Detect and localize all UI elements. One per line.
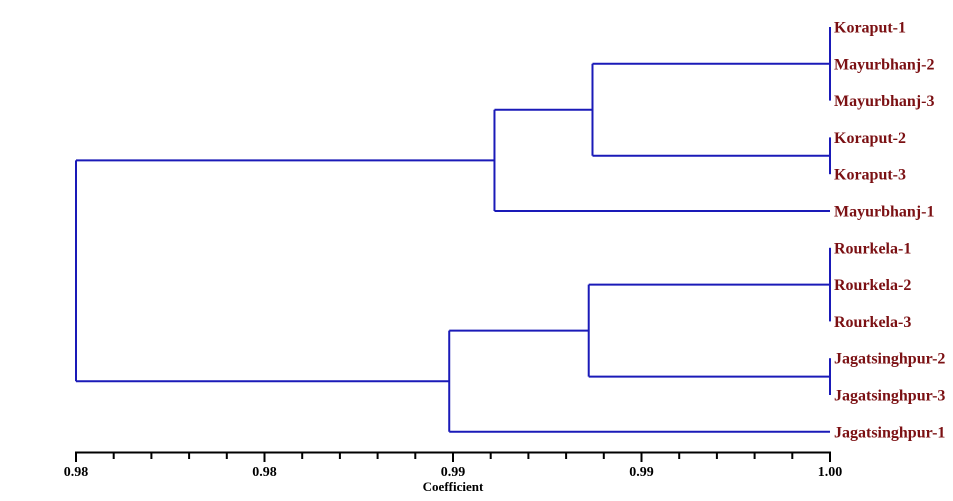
leaf-label-jagatsinghpur-2: Jagatsinghpur-2 [834, 351, 945, 368]
leaf-label-jagatsinghpur-1: Jagatsinghpur-1 [834, 424, 945, 441]
x-axis-tick-label: 0.99 [441, 465, 466, 480]
leaf-label-rourkela-1: Rourkela-1 [834, 240, 911, 257]
leaf-label-rourkela-3: Rourkela-3 [834, 314, 911, 331]
leaf-label-koraput-3: Koraput-3 [834, 167, 906, 184]
leaf-label-koraput-2: Koraput-2 [834, 130, 906, 147]
leaf-label-mayurbhanj-1: Mayurbhanj-1 [834, 204, 934, 221]
x-axis-tick-label: 0.99 [629, 465, 654, 480]
x-axis-tick-label: 1.00 [818, 465, 843, 480]
x-axis-title: Coefficient [423, 479, 484, 494]
leaf-label-mayurbhanj-2: Mayurbhanj-2 [834, 56, 934, 73]
leaf-label-jagatsinghpur-3: Jagatsinghpur-3 [834, 388, 945, 405]
leaf-label-mayurbhanj-3: Mayurbhanj-3 [834, 93, 934, 110]
x-axis-tick-label: 0.98 [252, 465, 277, 480]
x-axis-tick-label: 0.98 [64, 465, 89, 480]
leaf-label-rourkela-2: Rourkela-2 [834, 277, 911, 294]
leaf-label-koraput-1: Koraput-1 [834, 20, 906, 37]
